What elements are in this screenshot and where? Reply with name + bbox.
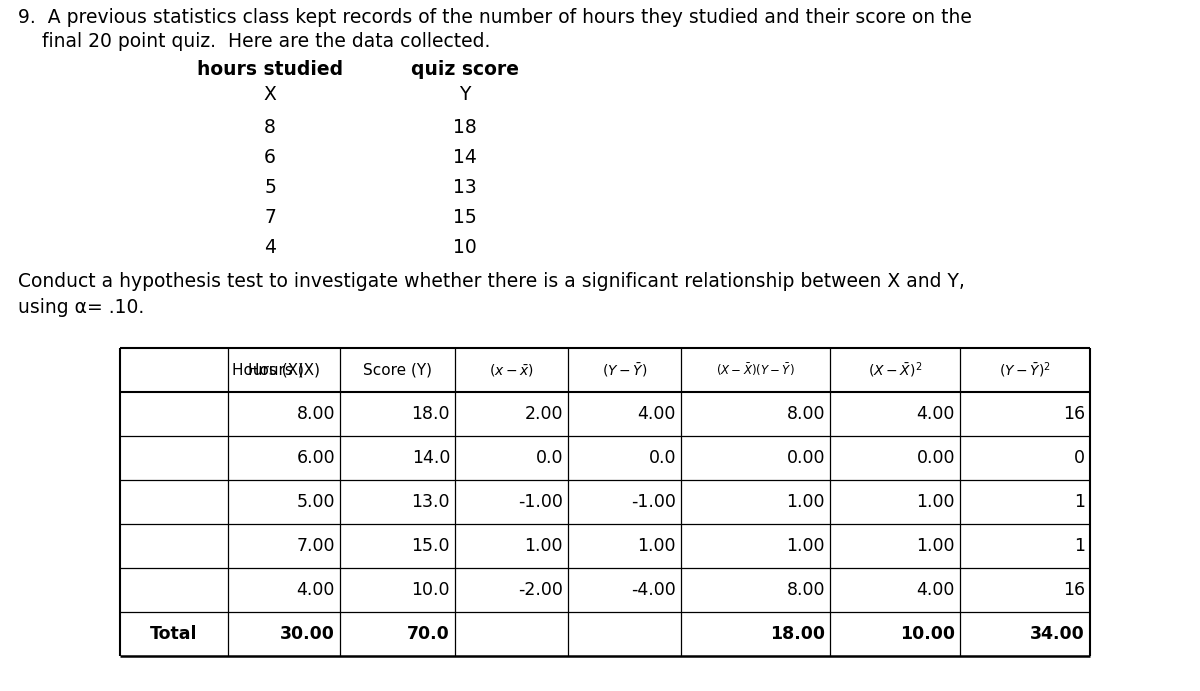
Text: 0: 0 [1074, 449, 1085, 467]
Text: X: X [264, 85, 276, 104]
Text: 5.00: 5.00 [296, 493, 335, 511]
Text: 5: 5 [264, 178, 276, 197]
Text: 1.00: 1.00 [637, 537, 676, 555]
Text: Score (Y): Score (Y) [364, 363, 432, 377]
Text: 8.00: 8.00 [786, 405, 826, 423]
Text: 14.0: 14.0 [412, 449, 450, 467]
Text: $(X - \bar{X})(Y - \bar{Y})$: $(X - \bar{X})(Y - \bar{Y})$ [716, 362, 794, 378]
Text: 8: 8 [264, 118, 276, 137]
Text: -2.00: -2.00 [518, 581, 563, 599]
Text: 0.00: 0.00 [917, 449, 955, 467]
Text: $(Y - \bar{Y})^2$: $(Y - \bar{Y})^2$ [998, 360, 1051, 379]
Text: 1.00: 1.00 [786, 537, 826, 555]
Text: 1: 1 [1074, 537, 1085, 555]
Text: 34.00: 34.00 [1031, 625, 1085, 643]
Text: 4.00: 4.00 [296, 581, 335, 599]
Text: Hours (X): Hours (X) [232, 363, 304, 377]
Text: quiz score: quiz score [410, 60, 520, 79]
Text: 0.00: 0.00 [786, 449, 826, 467]
Text: 10: 10 [454, 238, 476, 257]
Text: 18: 18 [454, 118, 476, 137]
Text: 13: 13 [454, 178, 476, 197]
Text: 70.0: 70.0 [407, 625, 450, 643]
Text: 8.00: 8.00 [296, 405, 335, 423]
Text: 10.00: 10.00 [900, 625, 955, 643]
Text: 1.00: 1.00 [917, 537, 955, 555]
Text: 15.0: 15.0 [412, 537, 450, 555]
Text: Conduct a hypothesis test to investigate whether there is a significant relation: Conduct a hypothesis test to investigate… [18, 272, 965, 291]
Text: 4.00: 4.00 [917, 405, 955, 423]
Text: 1.00: 1.00 [524, 537, 563, 555]
Text: 16: 16 [1063, 581, 1085, 599]
Text: 7.00: 7.00 [296, 537, 335, 555]
Text: |: | [232, 362, 238, 378]
Text: 4.00: 4.00 [637, 405, 676, 423]
Text: 14: 14 [454, 148, 476, 167]
Text: 7: 7 [264, 208, 276, 227]
Text: 0.0: 0.0 [648, 449, 676, 467]
Text: 6: 6 [264, 148, 276, 167]
Text: 1: 1 [1074, 493, 1085, 511]
Text: 18.0: 18.0 [412, 405, 450, 423]
Text: 15: 15 [454, 208, 476, 227]
Text: -1.00: -1.00 [631, 493, 676, 511]
Text: 2.00: 2.00 [524, 405, 563, 423]
Text: 9.  A previous statistics class kept records of the number of hours they studied: 9. A previous statistics class kept reco… [18, 8, 972, 27]
Text: 0.0: 0.0 [535, 449, 563, 467]
Text: 8.00: 8.00 [786, 581, 826, 599]
Text: 18.00: 18.00 [770, 625, 826, 643]
Text: 4: 4 [264, 238, 276, 257]
Text: 1.00: 1.00 [917, 493, 955, 511]
Text: 6.00: 6.00 [296, 449, 335, 467]
Text: hours studied: hours studied [197, 60, 343, 79]
Text: 16: 16 [1063, 405, 1085, 423]
Text: $(X - \bar{X})^2$: $(X - \bar{X})^2$ [868, 360, 922, 379]
Text: using α= .10.: using α= .10. [18, 298, 144, 317]
Text: $(x - \bar{x})$: $(x - \bar{x})$ [488, 362, 534, 378]
Text: 1.00: 1.00 [786, 493, 826, 511]
Text: 13.0: 13.0 [412, 493, 450, 511]
Text: -1.00: -1.00 [518, 493, 563, 511]
Text: Hours (X): Hours (X) [248, 363, 320, 377]
Text: -4.00: -4.00 [631, 581, 676, 599]
Text: Total: Total [150, 625, 198, 643]
Text: 30.00: 30.00 [280, 625, 335, 643]
Text: $(Y - \bar{Y})$: $(Y - \bar{Y})$ [601, 361, 647, 379]
Text: final 20 point quiz.  Here are the data collected.: final 20 point quiz. Here are the data c… [18, 32, 491, 51]
Text: 10.0: 10.0 [412, 581, 450, 599]
Text: 4.00: 4.00 [917, 581, 955, 599]
Text: Y: Y [460, 85, 470, 104]
